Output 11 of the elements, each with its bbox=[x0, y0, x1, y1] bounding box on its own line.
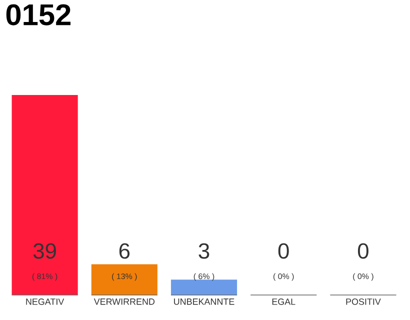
data-label: 3 bbox=[198, 243, 210, 259]
x-tick-label: NEGATIV bbox=[26, 298, 64, 305]
data-label: 39 bbox=[33, 243, 56, 259]
data-label: 6 bbox=[119, 243, 130, 259]
x-tick-label: VERWIRREND bbox=[94, 298, 155, 305]
x-tick-label: UNBEKANNTE bbox=[174, 298, 234, 305]
x-tick-label: EGAL bbox=[272, 298, 296, 305]
data-label: 0 bbox=[358, 243, 368, 259]
x-tick-label: POSITIV bbox=[346, 298, 381, 305]
data-label: 0 bbox=[278, 243, 289, 259]
chart-title: 0152 bbox=[6, 4, 70, 26]
